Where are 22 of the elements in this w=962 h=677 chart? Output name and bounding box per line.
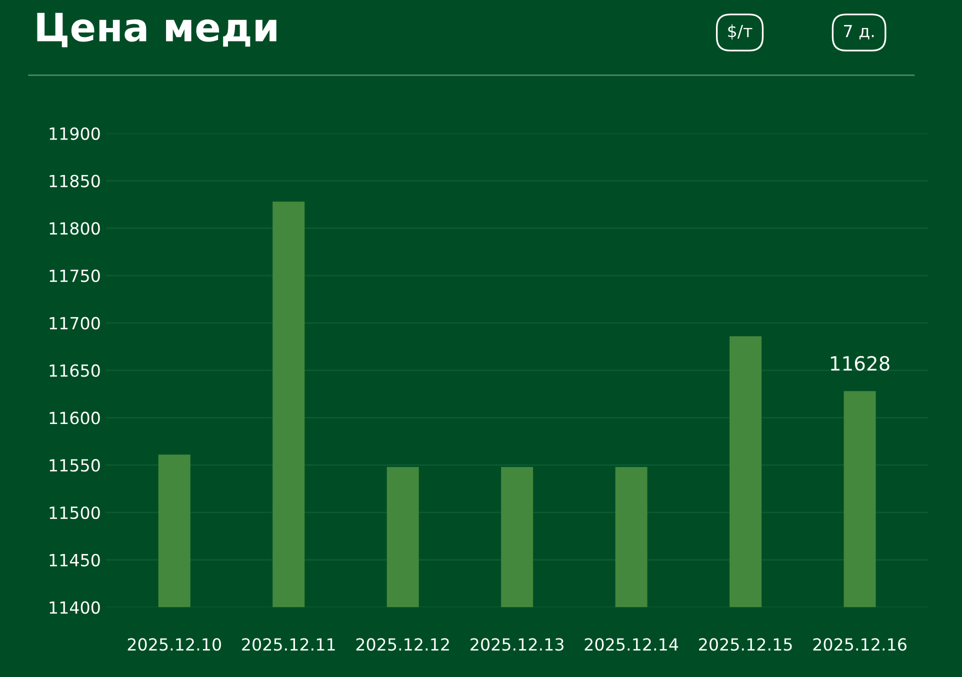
y-tick-label: 11400 bbox=[50, 601, 100, 614]
y-tick-label: 11800 bbox=[50, 222, 100, 235]
x-tick-label: 2025.12.14 bbox=[584, 638, 678, 651]
x-tick-label: 2025.12.12 bbox=[356, 638, 449, 651]
x-tick-label: 2025.12.11 bbox=[242, 638, 335, 651]
data-label: 11628 bbox=[830, 356, 890, 371]
text: 7 д. bbox=[844, 24, 874, 40]
y-tick-label: 11900 bbox=[50, 127, 100, 140]
chart-title: Цена меди bbox=[37, 12, 276, 48]
y-tick-label: 11700 bbox=[50, 316, 100, 330]
x-tick-label: 2025.12.16 bbox=[813, 638, 906, 651]
x-tick-label: 2025.12.13 bbox=[470, 638, 564, 651]
y-tick-label: 11550 bbox=[50, 459, 100, 472]
y-tick-label: 11750 bbox=[50, 270, 100, 282]
x-tick-label: 2025.12.10 bbox=[128, 638, 221, 651]
y-tick-label: 11850 bbox=[50, 174, 100, 188]
y-tick-label: 11600 bbox=[50, 412, 100, 424]
y-tick-label: 11450 bbox=[50, 554, 100, 566]
y-tick-label: 11500 bbox=[50, 506, 100, 520]
x-tick-label: 2025.12.15 bbox=[699, 638, 792, 651]
y-tick-label: 11650 bbox=[50, 364, 100, 377]
text: $/т bbox=[728, 24, 752, 40]
